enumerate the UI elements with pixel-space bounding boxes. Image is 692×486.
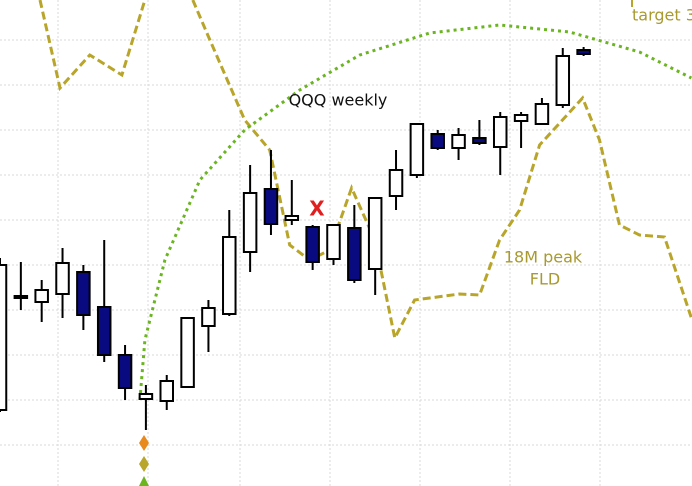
candle-body [576, 49, 591, 55]
plot [0, 0, 692, 430]
candle-body [263, 188, 279, 225]
candle [13, 262, 29, 310]
marker-label: X [309, 197, 325, 221]
candle-body [76, 271, 91, 316]
candle [284, 180, 300, 225]
candle [0, 258, 8, 412]
candle [76, 265, 91, 330]
candle-body [367, 197, 383, 270]
fld-label: 18M peak [504, 248, 583, 267]
candle [326, 224, 341, 265]
candle-body [55, 262, 70, 295]
target-label: target 3 [632, 6, 692, 25]
candle [96, 240, 112, 362]
candle-body [96, 306, 112, 356]
candle-body [180, 317, 195, 388]
fld-label: FLD [530, 270, 560, 289]
diamond [139, 456, 149, 472]
candle [576, 47, 591, 56]
candle-body [555, 55, 571, 106]
candle [492, 112, 508, 175]
candle-body [138, 393, 154, 400]
candle [347, 205, 362, 283]
candle [513, 112, 529, 148]
candle [55, 248, 70, 318]
candle [555, 48, 571, 108]
candle [263, 150, 279, 235]
candle [34, 280, 49, 322]
candle [409, 123, 425, 178]
candle [305, 225, 320, 270]
candle-body [34, 289, 49, 303]
candle-body [409, 123, 425, 176]
candle-body [388, 169, 404, 197]
candle-body [347, 227, 362, 281]
candle-body [472, 137, 487, 144]
envelope-line [138, 23, 692, 401]
candle [534, 98, 550, 125]
candle [117, 345, 133, 400]
candle-body [117, 354, 133, 389]
candle [472, 120, 487, 145]
candle-body [13, 295, 29, 299]
candle-body [222, 236, 237, 315]
candle-body [284, 215, 300, 221]
candle-body [201, 307, 216, 327]
fld-line [38, 0, 692, 343]
candle-body [326, 224, 341, 260]
chart-title: QQQ weekly [289, 91, 388, 110]
candle [180, 317, 195, 388]
triangle [139, 476, 149, 486]
candle [159, 375, 174, 410]
diamond [139, 435, 149, 451]
candle-body [242, 192, 258, 253]
candle-body [0, 264, 8, 411]
candle-body [513, 114, 529, 122]
candle-body [430, 133, 445, 149]
candle [367, 197, 383, 295]
candle [451, 128, 466, 160]
candle-body [492, 116, 508, 148]
candle [388, 150, 404, 210]
candle [201, 300, 216, 352]
candle-body [451, 134, 466, 149]
candle [222, 210, 237, 316]
candle [138, 385, 154, 430]
candle-body [534, 103, 550, 125]
candle [430, 130, 445, 150]
candle [242, 165, 258, 272]
candle-body [305, 226, 320, 263]
candle-body [159, 380, 174, 402]
